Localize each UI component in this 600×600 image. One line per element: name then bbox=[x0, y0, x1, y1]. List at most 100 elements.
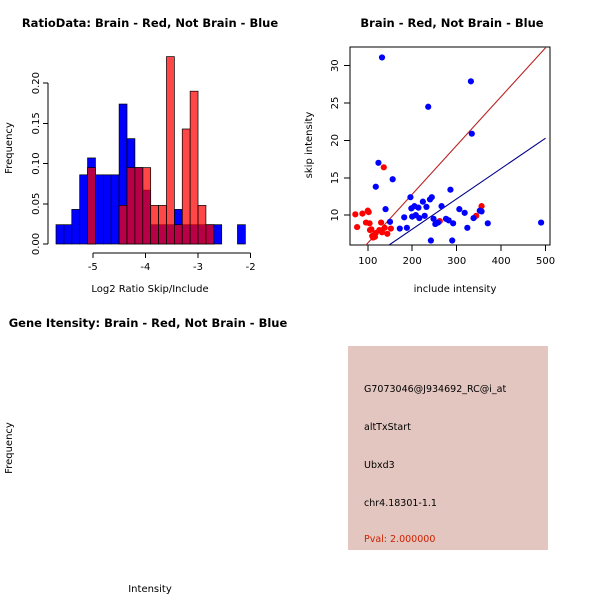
scatter-point bbox=[384, 230, 391, 237]
histogram-bar bbox=[134, 167, 144, 245]
histogram-bar bbox=[237, 224, 246, 245]
histogram-bar bbox=[79, 174, 88, 245]
scatter-point bbox=[378, 229, 386, 236]
scatter-point bbox=[416, 215, 423, 222]
histogram-bar bbox=[158, 205, 167, 245]
scatter-point bbox=[461, 209, 468, 216]
y-axis-tick-label: 30 bbox=[330, 59, 341, 72]
scatter-plot-box bbox=[349, 46, 551, 246]
y-axis-tick-label: 20 bbox=[330, 134, 341, 147]
histogram-bar bbox=[102, 174, 112, 245]
ratio-histogram-title: RatioData: Brain - Red, Not Brain - Blue bbox=[22, 16, 279, 30]
scatter-point bbox=[380, 164, 387, 171]
y-axis-tick-label: 0.05 bbox=[31, 193, 42, 215]
histogram-bar bbox=[142, 167, 152, 245]
scatter-point bbox=[450, 220, 457, 227]
scatter-point bbox=[389, 176, 396, 183]
y-axis-tick-label: 0.10 bbox=[31, 152, 42, 174]
scatter-panel: Brain - Red, Not Brain - Blue 10 15 20 25 30… bbox=[300, 0, 600, 300]
y-axis-tick-label: 0.15 bbox=[31, 112, 42, 134]
scatter-point bbox=[387, 225, 394, 232]
scatter-point bbox=[352, 211, 359, 218]
scatter-point bbox=[403, 224, 410, 231]
scatter-point bbox=[382, 206, 389, 213]
ratio-histogram-ylabel: Frequency bbox=[4, 122, 15, 174]
histogram-bar bbox=[63, 224, 73, 245]
gene-symbol-text: Ubxd3 bbox=[364, 460, 395, 471]
event-type-text: altTxStart bbox=[364, 422, 411, 433]
gene-histogram-xlabel: Intensity bbox=[128, 584, 172, 595]
locus-text: chr4.18301-1.1 bbox=[364, 498, 437, 509]
scatter-point bbox=[419, 198, 426, 205]
scatter-point bbox=[421, 212, 428, 219]
x-axis-tick-label: -4 bbox=[140, 262, 150, 273]
scatter-point bbox=[407, 194, 414, 201]
scatter-point bbox=[396, 225, 403, 232]
scatter-point bbox=[428, 194, 435, 201]
scatter-title: Brain - Red, Not Brain - Blue bbox=[360, 16, 543, 30]
histogram-bar bbox=[181, 128, 191, 245]
scatter-point bbox=[378, 54, 386, 61]
scatter-point bbox=[478, 208, 485, 215]
y-axis-tick-label: 0.20 bbox=[31, 72, 42, 94]
gene-histogram-ylabel: Frequency bbox=[4, 422, 15, 474]
scatter-point bbox=[438, 203, 445, 210]
scatter-point bbox=[381, 224, 388, 231]
scatter-point bbox=[468, 130, 475, 137]
histogram-bar bbox=[87, 167, 96, 245]
scatter-point bbox=[359, 210, 366, 217]
histogram-bar bbox=[174, 224, 183, 245]
x-axis-tick-label: -2 bbox=[246, 262, 256, 273]
scatter-point bbox=[538, 219, 545, 226]
histogram-bar bbox=[71, 209, 81, 245]
scatter-point bbox=[467, 78, 474, 85]
x-axis-tick-label: 500 bbox=[536, 256, 555, 267]
scatter-xlabel: include intensity bbox=[414, 284, 497, 295]
x-axis-tick-label: 300 bbox=[447, 256, 466, 267]
scatter-point bbox=[427, 237, 434, 244]
x-axis-tick-label: 200 bbox=[403, 256, 422, 267]
scatter-point bbox=[464, 224, 471, 231]
gene-histogram-svg: Gene Itensity: Brain - Red, Not Brain - … bbox=[4, 316, 287, 595]
ratio-histogram-xlabel: Log2 Ratio Skip/Include bbox=[91, 284, 208, 295]
not-brain-fit-line bbox=[388, 137, 546, 245]
histogram-bar bbox=[126, 167, 136, 245]
scatter-point bbox=[372, 183, 379, 190]
scatter-point bbox=[447, 186, 454, 193]
scatter-point bbox=[366, 220, 373, 227]
probe-id-text: G7073046@J934692_RC@i_at bbox=[364, 384, 507, 395]
scatter-point bbox=[430, 215, 437, 222]
x-axis-tick-label: -3 bbox=[193, 262, 203, 273]
x-axis-tick-label: 100 bbox=[358, 256, 377, 267]
scatter-point bbox=[415, 204, 422, 211]
scatter-ylabel: skip intensity bbox=[304, 112, 315, 179]
histogram-bar bbox=[205, 224, 215, 245]
ratio-histogram-bars bbox=[55, 56, 246, 245]
info-panel: G7073046@J934692_RC@i_at altTxStart Ubxd… bbox=[300, 300, 600, 600]
y-axis-tick-label: 15 bbox=[330, 171, 341, 184]
scatter-frame bbox=[349, 46, 551, 246]
scatter-point bbox=[368, 226, 375, 233]
histogram-bar bbox=[213, 224, 223, 245]
scatter-point bbox=[375, 159, 382, 166]
gene-histogram-panel: Gene Itensity: Brain - Red, Not Brain - … bbox=[0, 300, 300, 600]
y-axis-tick-label: 0.00 bbox=[31, 233, 42, 255]
scatter-point bbox=[470, 215, 477, 222]
scatter-point bbox=[456, 206, 463, 213]
x-axis-tick-label: 400 bbox=[492, 256, 511, 267]
scatter-point bbox=[401, 214, 408, 221]
scatter-point bbox=[354, 223, 361, 231]
gene-info-box: G7073046@J934692_RC@i_at altTxStart Ubxd… bbox=[348, 346, 548, 550]
pval-text: Pval: 2.000000 bbox=[364, 534, 436, 545]
scatter-point bbox=[434, 219, 442, 226]
scatter-points bbox=[352, 54, 545, 244]
histogram-bar bbox=[95, 174, 104, 245]
scatter-point bbox=[484, 220, 491, 227]
scatter-point bbox=[449, 237, 456, 244]
scatter-point bbox=[423, 203, 430, 210]
histogram-bar bbox=[197, 205, 207, 245]
brain-fit-line bbox=[365, 47, 546, 245]
ratio-histogram-svg: RatioData: Brain - Red, Not Brain - Blue… bbox=[4, 16, 279, 295]
histogram-bar bbox=[118, 205, 128, 245]
